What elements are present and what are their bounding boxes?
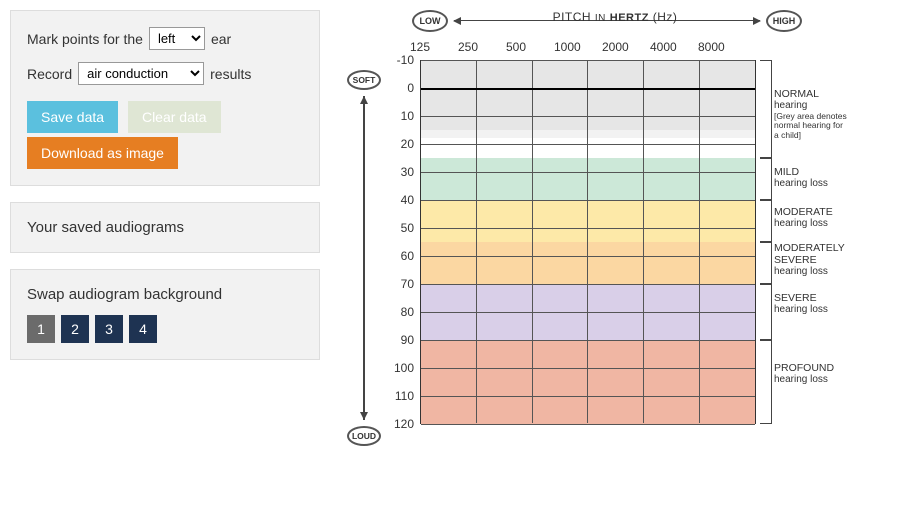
bg-option-1[interactable]: 1 xyxy=(27,315,55,343)
record-label-prefix: Record xyxy=(27,66,72,82)
legend-item: NORMALhearing[Grey area denotes normal h… xyxy=(774,88,850,141)
audiogram: LOW PITCH IN HERTZ (Hz) HIGH HEARINGLEVE… xyxy=(350,10,880,452)
level-arrow xyxy=(363,96,365,420)
high-badge: HIGH xyxy=(766,10,802,32)
legend-item: MILDhearing loss xyxy=(774,166,850,190)
mark-label-prefix: Mark points for the xyxy=(27,31,143,47)
pitch-axis-label: PITCH IN HERTZ (Hz) xyxy=(553,10,678,24)
legend-item: MODERATEhearing loss xyxy=(774,206,850,230)
y-tick: 50 xyxy=(388,221,414,249)
record-label-suffix: results xyxy=(210,66,251,82)
mark-label-suffix: ear xyxy=(211,31,231,47)
y-tick: 70 xyxy=(388,277,414,305)
y-tick: 40 xyxy=(388,193,414,221)
bg-option-2[interactable]: 2 xyxy=(61,315,89,343)
y-tick: 110 xyxy=(388,389,414,417)
y-tick: -10 xyxy=(388,53,414,81)
controls-panel: Mark points for the leftright ear Record… xyxy=(10,10,320,186)
save-button[interactable]: Save data xyxy=(27,101,118,133)
saved-panel: Your saved audiograms xyxy=(10,202,320,253)
audiogram-grid[interactable] xyxy=(420,60,756,424)
y-tick: 0 xyxy=(388,81,414,109)
y-tick: 100 xyxy=(388,361,414,389)
loud-badge: LOUD xyxy=(347,426,381,446)
low-badge: LOW xyxy=(412,10,448,32)
legend-item: MODERATELY SEVEREhearing loss xyxy=(774,242,850,278)
clear-button[interactable]: Clear data xyxy=(128,101,221,133)
y-tick: 120 xyxy=(388,417,414,445)
swap-heading: Swap audiogram background xyxy=(27,286,303,303)
legend-item: PROFOUNDhearing loss xyxy=(774,362,850,386)
swap-panel: Swap audiogram background 1234 xyxy=(10,269,320,360)
ear-select[interactable]: leftright xyxy=(149,27,205,50)
download-button[interactable]: Download as image xyxy=(27,137,178,169)
legend-item: SEVEREhearing loss xyxy=(774,292,850,316)
saved-heading: Your saved audiograms xyxy=(27,219,303,236)
bg-option-4[interactable]: 4 xyxy=(129,315,157,343)
x-tick: 8000 xyxy=(710,40,758,54)
y-tick: 10 xyxy=(388,109,414,137)
y-tick: 80 xyxy=(388,305,414,333)
y-tick: 60 xyxy=(388,249,414,277)
conduction-select[interactable]: air conductionbone conduction xyxy=(78,62,204,85)
y-tick: 30 xyxy=(388,165,414,193)
soft-badge: SOFT xyxy=(347,70,381,90)
y-tick: 20 xyxy=(388,137,414,165)
bg-option-3[interactable]: 3 xyxy=(95,315,123,343)
y-tick: 90 xyxy=(388,333,414,361)
